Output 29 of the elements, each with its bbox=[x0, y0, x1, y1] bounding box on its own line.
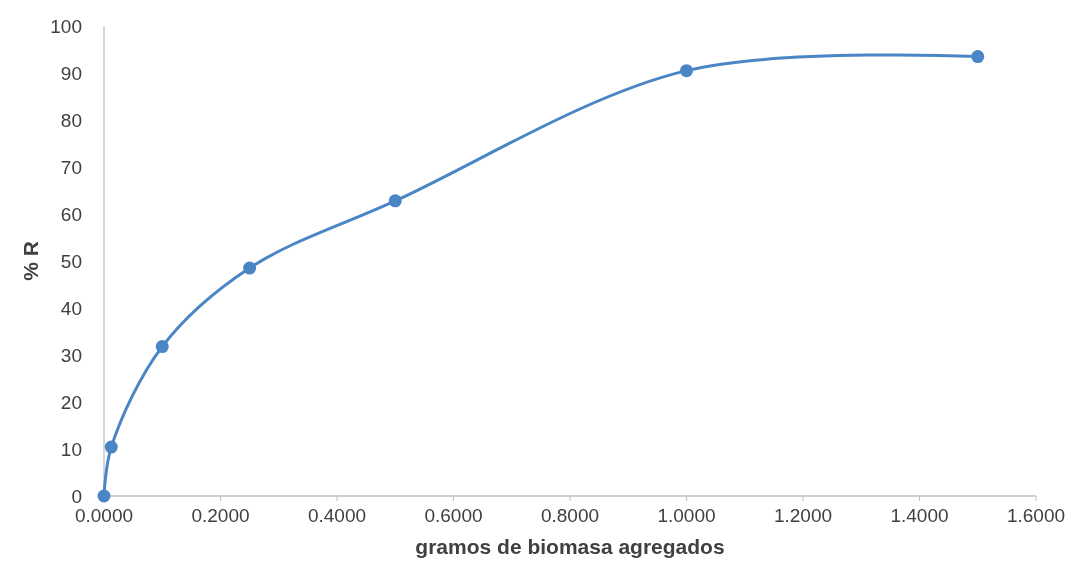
y-tick-label: 50 bbox=[60, 251, 82, 272]
x-tick-label: 0.8000 bbox=[540, 505, 600, 526]
x-axis-title: gramos de biomasa agregados bbox=[415, 535, 725, 558]
y-tick-label: 70 bbox=[60, 157, 82, 178]
x-tick-label: 1.6000 bbox=[1006, 505, 1066, 526]
y-axis-title: % R bbox=[19, 241, 42, 281]
point bbox=[971, 50, 985, 64]
y-tick-label: 90 bbox=[60, 63, 82, 84]
point bbox=[388, 194, 402, 208]
y-tick-label: 30 bbox=[60, 345, 82, 366]
y-tick-label: 10 bbox=[60, 439, 82, 460]
y-tick-label: 100 bbox=[50, 16, 82, 37]
y-tick-label: 0 bbox=[71, 486, 82, 507]
y-tick-label: 80 bbox=[60, 110, 82, 131]
x-tick-label: 0.6000 bbox=[424, 505, 483, 526]
x-tick-label: 0.2000 bbox=[191, 505, 250, 526]
point bbox=[104, 440, 118, 454]
x-tick-label: 0.0000 bbox=[74, 505, 134, 526]
y-tick-label: 20 bbox=[60, 392, 82, 413]
x-tick-label: 1.4000 bbox=[890, 505, 949, 526]
point bbox=[243, 261, 257, 275]
x-tick-label: 1.2000 bbox=[773, 505, 833, 526]
point bbox=[155, 340, 169, 354]
y-tick-label: 60 bbox=[60, 204, 82, 225]
point bbox=[97, 489, 111, 503]
x-tick-label: 0.4000 bbox=[307, 505, 367, 526]
x-tick-label: 1.0000 bbox=[657, 505, 716, 526]
y-tick-label: 40 bbox=[60, 298, 82, 319]
point bbox=[680, 64, 693, 78]
